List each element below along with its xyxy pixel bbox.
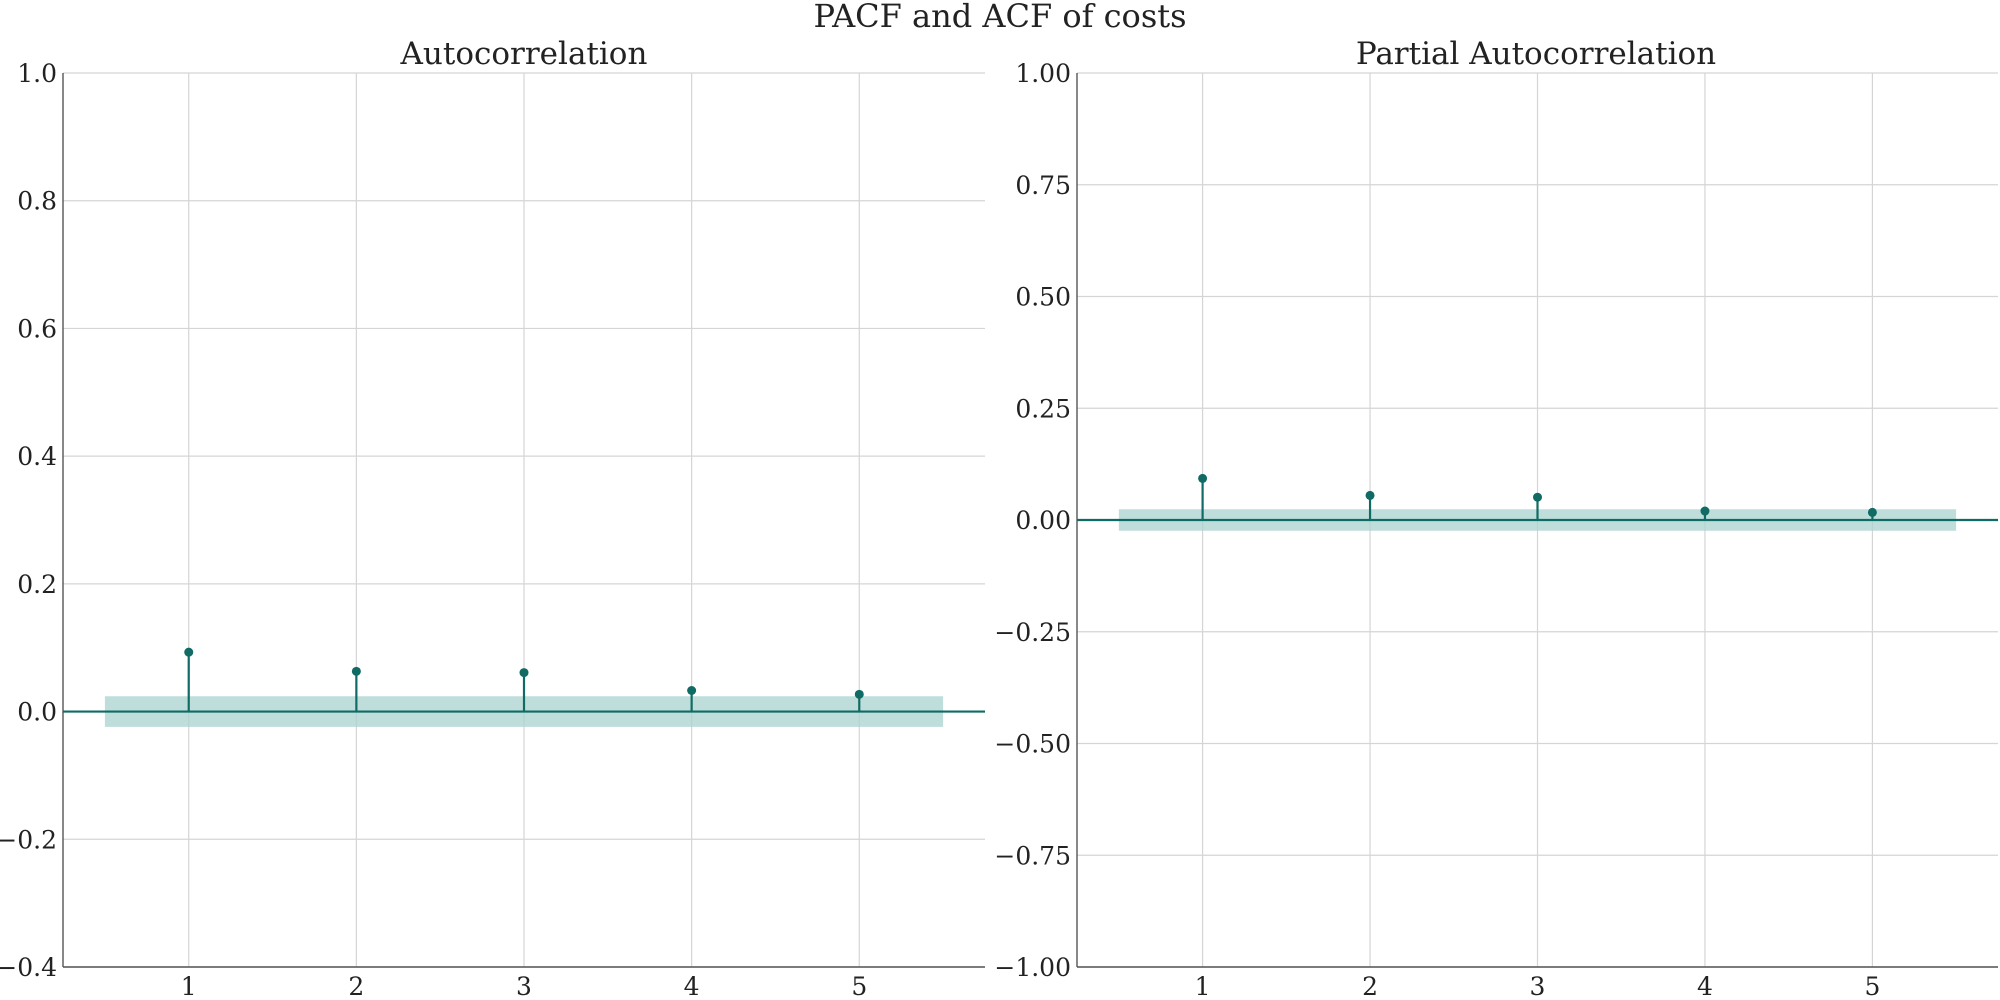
pacf-marker-lag-5 (1867, 507, 1877, 517)
pacf-marker-lag-4 (1700, 506, 1710, 516)
pacf-y-tick-label: −1.00 (994, 953, 1071, 982)
pacf-marker-lag-3 (1533, 492, 1542, 502)
acf-x-tick-label: 4 (684, 972, 700, 1000)
acf-y-tick-label: −0.4 (0, 953, 57, 982)
partial-autocorrelation-panel: Partial Autocorrelation −1.00 −0.75 −0.50 −… (994, 36, 1998, 1000)
pacf-y-tick-label: 0.75 (1015, 171, 1071, 200)
acf-x-tick-label: 2 (348, 972, 364, 1000)
pacf-x-tick-label: 1 (1195, 972, 1211, 1000)
pacf-y-tick-label: −0.25 (994, 618, 1071, 647)
acf-marker-lag-4 (687, 685, 697, 695)
pacf-marker-lag-2 (1365, 490, 1375, 500)
acf-x-tick-label: 5 (851, 972, 867, 1000)
pacf-y-tick-label: 0.50 (1015, 283, 1071, 312)
figure-title: PACF and ACF of costs (813, 0, 1186, 35)
acf-x-tick-label: 1 (181, 972, 197, 1000)
partial-autocorrelation-title: Partial Autocorrelation (1356, 36, 1716, 72)
autocorrelation-title: Autocorrelation (400, 36, 648, 72)
acf-y-tick-label: −0.2 (0, 825, 57, 854)
pacf-x-tick-label: 3 (1530, 972, 1546, 1000)
acf-y-tick-label: 1.0 (17, 59, 57, 88)
acf-y-tick-label: 0.4 (17, 442, 57, 471)
pacf-y-tick-label: 1.00 (1015, 59, 1071, 88)
acf-marker-lag-1 (184, 647, 194, 657)
pacf-x-tick-label: 4 (1697, 972, 1713, 1000)
pacf-y-tick-label: 0.25 (1015, 394, 1071, 423)
acf-marker-lag-5 (854, 689, 864, 699)
pacf-y-tick-label: −0.50 (994, 730, 1071, 759)
pacf-x-tick-label: 5 (1864, 972, 1880, 1000)
acf-marker-lag-2 (351, 666, 361, 676)
acf-y-tick-label: 0.0 (17, 698, 57, 727)
pacf-x-tick-label: 2 (1362, 972, 1378, 1000)
acf-y-tick-label: 0.8 (17, 187, 57, 216)
acf-x-tick-label: 3 (516, 972, 532, 1000)
acf-marker-lag-3 (519, 668, 529, 678)
acf-y-tick-label: 0.6 (17, 314, 57, 343)
autocorrelation-panel: Autocorrelation −0.4 −0.2 0.0 0.2 0.4 0.6 0.8 1… (0, 36, 985, 1000)
pacf-y-tick-label: 0.00 (1015, 506, 1071, 535)
pacf-marker-lag-1 (1198, 473, 1208, 483)
acf-y-tick-label: 0.2 (17, 570, 57, 599)
pacf-y-tick-label: −0.75 (994, 841, 1071, 870)
